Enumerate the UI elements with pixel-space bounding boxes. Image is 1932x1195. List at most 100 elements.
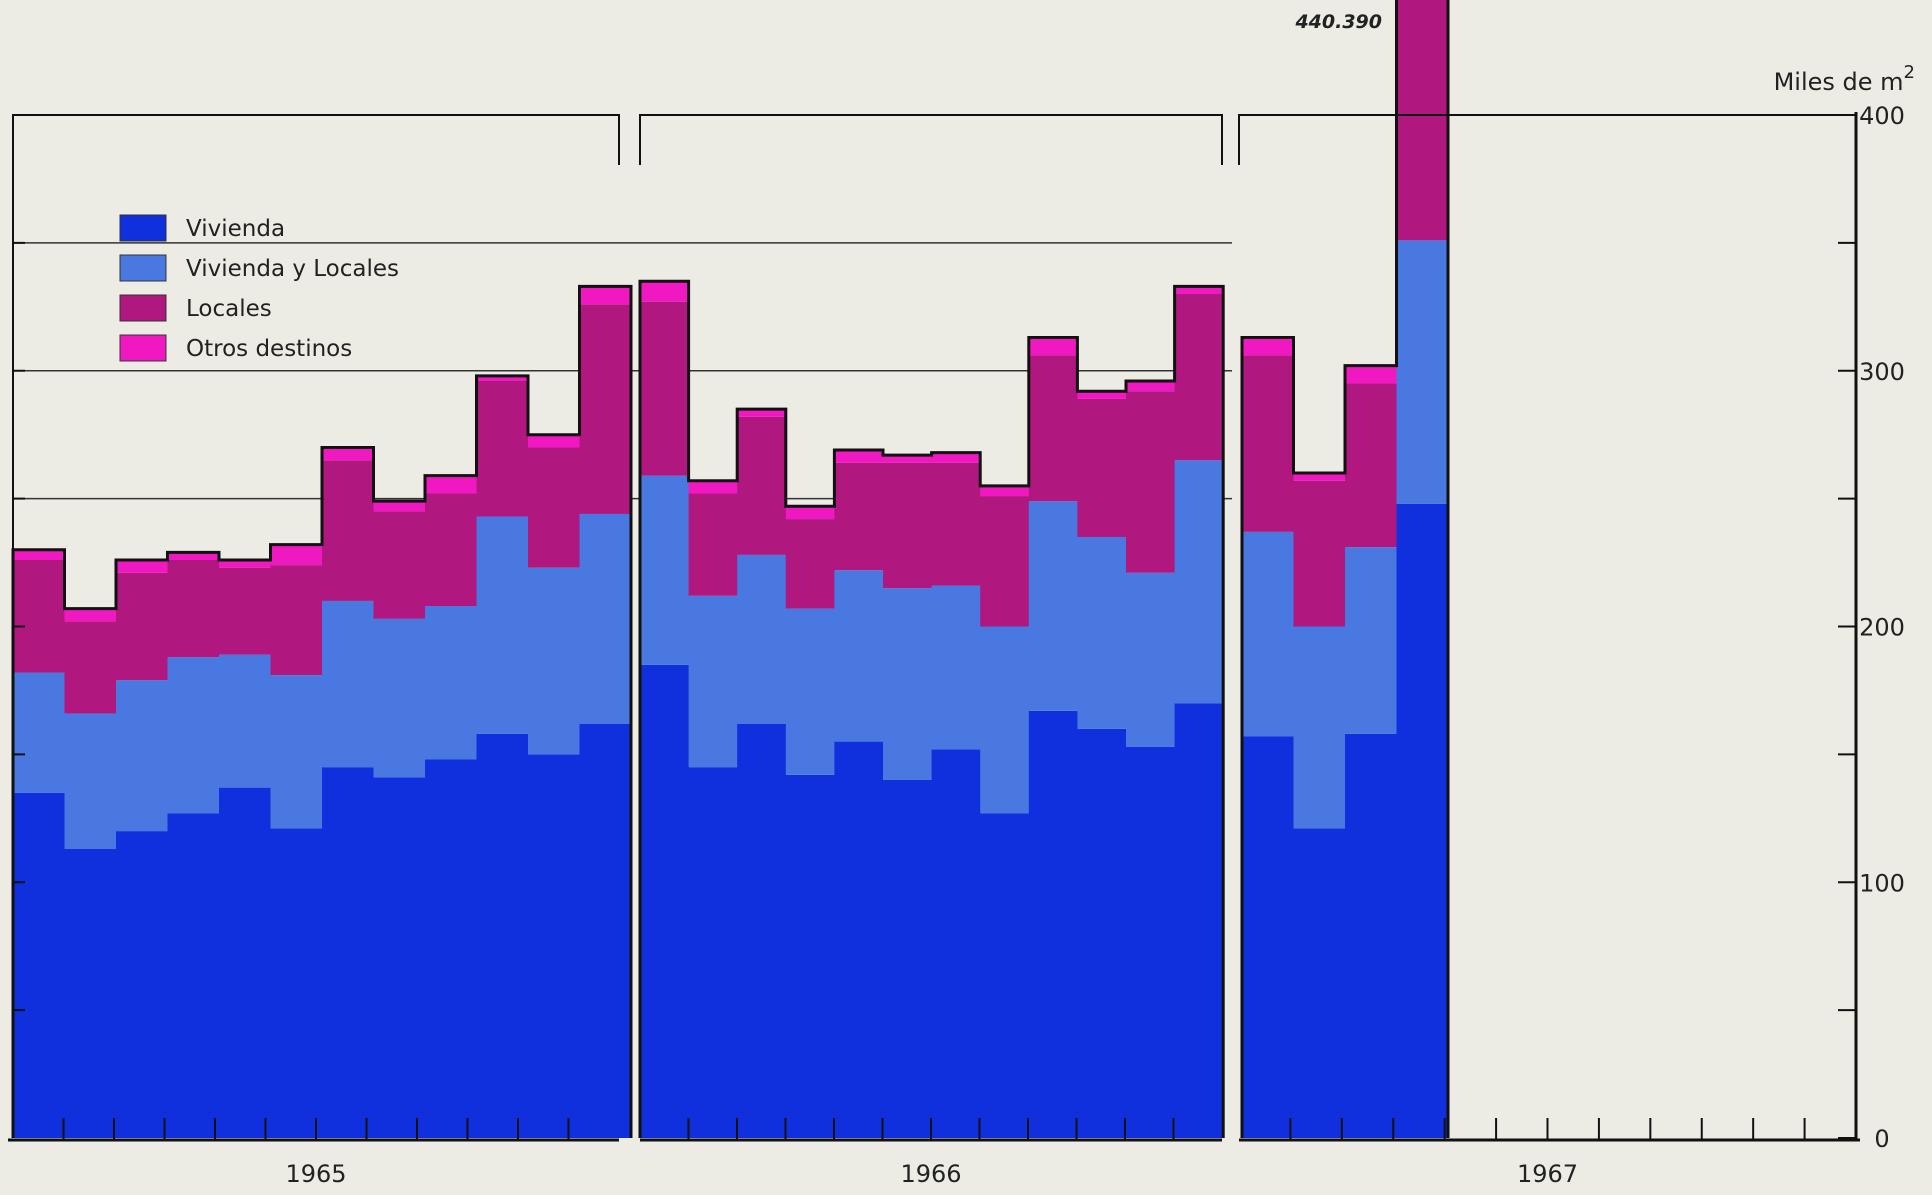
bar-segment-otros-destinos — [1293, 473, 1346, 481]
bar-segment-locales — [688, 493, 738, 596]
bar-segment-locales — [13, 560, 66, 673]
bar-segment-vivienda-y-locales — [1126, 572, 1176, 747]
bar-segment-otros-destinos — [980, 485, 1030, 497]
bar-segment-locales — [167, 560, 220, 658]
bar-segment-locales — [579, 304, 632, 514]
bar-segment-otros-destinos — [528, 434, 581, 448]
bar-segment-otros-destinos — [883, 455, 933, 463]
bar-segment-otros-destinos — [476, 375, 529, 381]
bar-segment-vivienda-y-locales — [1174, 460, 1224, 704]
bar-segment-vivienda — [931, 749, 981, 1138]
legend-label: Vivienda — [186, 216, 285, 242]
group-outline — [1240, 0, 1450, 1138]
bar-segment-vivienda — [785, 774, 835, 1138]
bar-segment-vivienda-y-locales — [834, 570, 884, 742]
bar-segment-vivienda-y-locales — [13, 672, 66, 793]
bar-segment-vivienda — [373, 777, 426, 1138]
y-tick-label: 300 — [1859, 358, 1905, 386]
bar-segment-locales — [737, 416, 787, 555]
bar-segment-locales — [116, 572, 169, 681]
legend-swatch — [119, 294, 167, 322]
bar-segment-vivienda — [528, 754, 581, 1138]
bar-segment-otros-destinos — [116, 560, 169, 573]
bar-segment-vivienda — [425, 759, 478, 1138]
y-tick-label: 200 — [1859, 614, 1905, 642]
bar-segment-vivienda — [1028, 710, 1078, 1138]
bar-segment-otros-destinos — [579, 286, 632, 305]
bar-segment-otros-destinos — [834, 450, 884, 463]
bar-segment-locales — [1345, 383, 1398, 548]
bar-segment-vivienda-y-locales — [528, 567, 581, 755]
bar-segment-locales — [980, 496, 1030, 627]
bar-segment-vivienda-y-locales — [322, 600, 375, 768]
bar-segment-vivienda-y-locales — [931, 585, 981, 750]
legend-label: Otros destinos — [186, 336, 352, 362]
bar-segment-vivienda-y-locales — [64, 713, 117, 850]
bar-segment-vivienda-y-locales — [116, 680, 169, 832]
bar-segment-vivienda — [476, 733, 529, 1138]
bar-segment-vivienda — [1396, 503, 1449, 1138]
bar-segment-locales — [1126, 391, 1176, 573]
bar-segment-otros-destinos — [1174, 286, 1224, 295]
y-axis: 0 100 200 300 400 — [13, 102, 1905, 1153]
bar-segment-locales — [476, 380, 529, 517]
bar-segment-locales — [1293, 480, 1346, 627]
bar-segment-locales — [219, 567, 272, 655]
bar-segment-vivienda — [322, 767, 375, 1138]
bar-segment-vivienda — [980, 813, 1030, 1138]
bar-segment-vivienda-y-locales — [373, 618, 426, 778]
y-tick-label: 100 — [1859, 869, 1905, 897]
bar-segment-vivienda-y-locales — [579, 513, 632, 724]
legend-swatch — [119, 254, 167, 282]
legend-swatch — [119, 334, 167, 362]
bar-segment-vivienda — [579, 723, 632, 1138]
bar-segment-locales — [1077, 398, 1127, 537]
bar-segment-vivienda-y-locales — [1242, 531, 1295, 737]
bars — [13, 0, 1449, 1138]
bar-segment-vivienda — [219, 787, 272, 1138]
max-value-annotation: 440.390 — [1294, 11, 1382, 33]
bar-segment-locales — [1396, 0, 1449, 241]
bar-segment-locales — [1028, 355, 1078, 502]
year-label: 1966 — [900, 1160, 961, 1188]
bar-segment-otros-destinos — [373, 501, 426, 512]
bar-segment-vivienda — [1077, 728, 1127, 1138]
bar-segment-locales — [425, 493, 478, 607]
bar-segment-vivienda — [640, 664, 690, 1138]
bar-segment-vivienda-y-locales — [785, 608, 835, 775]
year-label: 1965 — [285, 1160, 346, 1188]
bar-segment-vivienda-y-locales — [1396, 240, 1449, 504]
bar-segment-locales — [373, 511, 426, 619]
bar-segment-locales — [322, 460, 375, 601]
bar-segment-vivienda-y-locales — [1345, 547, 1398, 734]
bar-segment-vivienda-y-locales — [425, 606, 478, 760]
bar-segment-otros-destinos — [425, 475, 478, 494]
bar-segment-locales — [1242, 355, 1295, 532]
unit-label-sup: 2 — [1904, 62, 1915, 83]
bar-segment-locales — [931, 462, 981, 586]
bar-segment-vivienda-y-locales — [883, 588, 933, 780]
bar-segment-otros-destinos — [13, 549, 66, 561]
bar-segment-vivienda — [737, 723, 787, 1138]
bar-segment-otros-destinos — [270, 544, 323, 566]
legend-swatch — [119, 214, 167, 242]
bar-segment-otros-destinos — [688, 480, 738, 494]
bar-segment-otros-destinos — [1077, 391, 1127, 399]
y-tick-label: 400 — [1859, 102, 1905, 130]
bar-segment-vivienda — [13, 792, 66, 1138]
bar-segment-locales — [270, 565, 323, 676]
bar-segment-vivienda — [834, 741, 884, 1138]
bar-segment-vivienda-y-locales — [640, 475, 690, 665]
bar-segment-vivienda-y-locales — [270, 675, 323, 829]
bar-segment-otros-destinos — [1242, 337, 1295, 356]
bar-segment-locales — [883, 462, 933, 589]
bar-segment-vivienda — [1345, 733, 1398, 1138]
bar-segment-locales — [64, 621, 117, 714]
unit-label: Miles de m2 — [1774, 62, 1915, 96]
bar-segment-vivienda-y-locales — [167, 657, 220, 814]
bar-segment-vivienda — [688, 767, 738, 1138]
bar-segment-vivienda — [167, 813, 220, 1138]
bar-segment-otros-destinos — [1126, 380, 1176, 392]
bar-segment-vivienda — [270, 828, 323, 1138]
bar-segment-vivienda — [64, 849, 117, 1138]
